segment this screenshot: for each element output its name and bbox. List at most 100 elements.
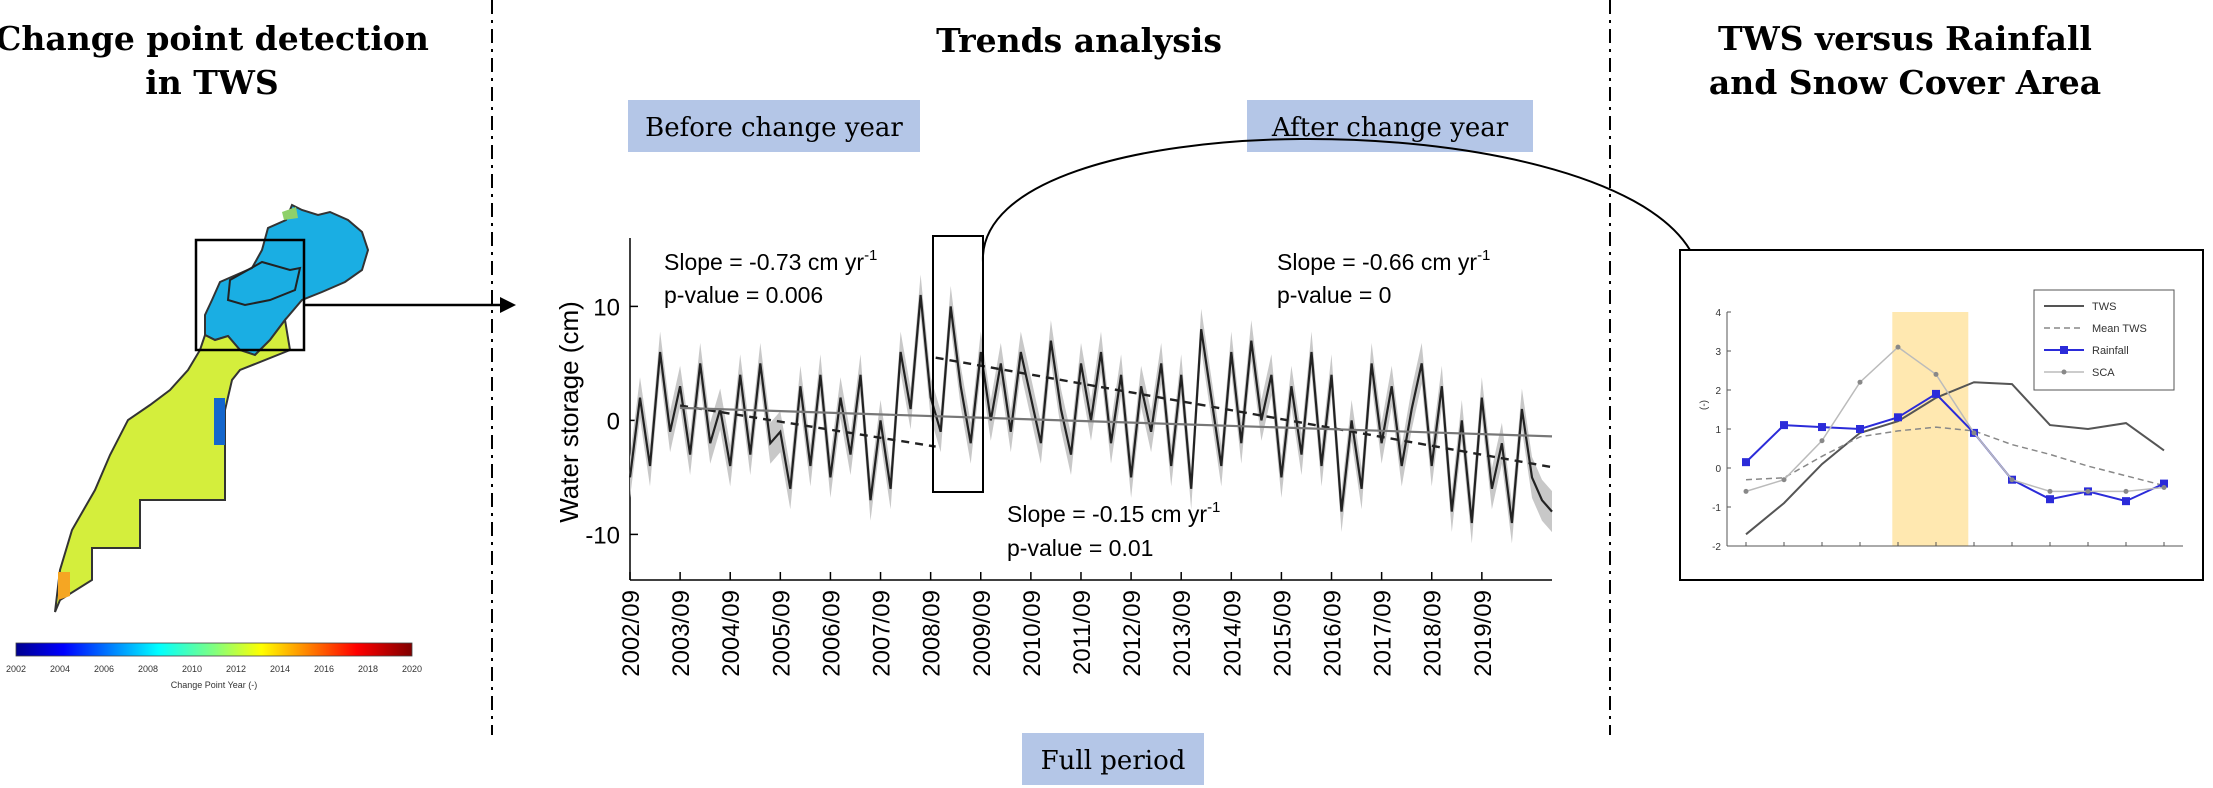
main-x-tick-label: 2005/09 [768, 590, 795, 677]
map-region-north [204, 203, 370, 357]
inset-ylabel: (-) [1699, 400, 1710, 410]
full-slope-exp: -1 [1207, 499, 1220, 516]
main-y-tick-label: 0 [607, 408, 620, 435]
main-x-tick-label: 2004/09 [718, 590, 745, 677]
inset-series-rainfall [1745, 392, 2165, 503]
basin-outline [226, 260, 302, 307]
rainfall-marker [2122, 497, 2130, 506]
rainfall-marker [2046, 495, 2054, 504]
uncertainty-band [630, 274, 1552, 544]
legend-marker [2061, 369, 2067, 375]
main-x-tick-label: 2019/09 [1470, 590, 1497, 677]
map-arrow-head [500, 297, 516, 313]
inset-y-tick-label: -1 [1712, 503, 1721, 514]
main-x-tick-label: 2006/09 [818, 590, 845, 677]
sca-marker [1933, 371, 1939, 377]
main-x-tick-label: 2018/09 [1420, 590, 1447, 677]
main-x-tick-label: 2008/09 [919, 590, 946, 677]
colorbar-ticks: 2002 2004 2006 2008 2010 2012 2014 2016 2018 2020 [6, 664, 422, 674]
colorbar-tick-label: 2004 [50, 664, 70, 674]
right-title-line1: TWS versus Rainfall [1718, 19, 2092, 58]
before-label-box [628, 100, 920, 152]
legend-label: TWS [2092, 301, 2116, 313]
main-x-tick-label: 2011/09 [1069, 590, 1096, 675]
colorbar-tick-label: 2010 [182, 664, 202, 674]
main-x-tick-label: 2003/09 [668, 590, 695, 677]
legend-label: SCA [2092, 367, 2115, 379]
rainfall-marker [1818, 423, 1826, 432]
center-title: Trends analysis [936, 21, 1222, 60]
after-slope-exp: -1 [1477, 247, 1490, 264]
colorbar-tick-label: 2002 [6, 664, 26, 674]
colorbar-tick-label: 2012 [226, 664, 246, 674]
main-x-tick-label: 2009/09 [969, 590, 996, 677]
inset-y-tick-label: 0 [1715, 464, 1721, 475]
sca-marker [1743, 488, 1749, 494]
map-region-green [282, 207, 298, 220]
map-region-south [54, 317, 292, 613]
colorbar-tick-label: 2020 [402, 664, 422, 674]
before-slope-exp: -1 [864, 247, 877, 264]
full-p-annotation: p-value = 0.01 [1007, 535, 1153, 561]
left-title-line1: Change point detection [0, 19, 429, 58]
main-x-tick-label: 2013/09 [1169, 590, 1196, 677]
main-x-tick-label: 2002/09 [618, 590, 645, 677]
sca-marker [1781, 477, 1787, 483]
main-x-tick-label: 2014/09 [1219, 590, 1246, 677]
change-year-box [932, 235, 984, 493]
after-slope-text: Slope = -0.66 cm yr [1277, 249, 1477, 275]
legend-marker [2060, 346, 2068, 354]
main-chart: -10 0 10 2002/09 2003/09 2004/09 2005/09 2006/0… [585, 238, 1553, 677]
connector-curve [981, 138, 1691, 263]
main-x-tick-label: 2010/09 [1019, 590, 1046, 677]
colorbar-tick-label: 2014 [270, 664, 290, 674]
main-x-tick-label: 2016/09 [1320, 590, 1347, 677]
left-title-line2: in TWS [145, 63, 278, 102]
colorbar [15, 642, 413, 657]
main-x-tick-label: 2012/09 [1119, 590, 1146, 677]
inset-y-tick-label: 2 [1715, 386, 1721, 397]
rainfall-marker [1894, 413, 1902, 422]
before-label: Before change year [645, 113, 903, 143]
rainfall-marker [2160, 479, 2168, 488]
main-x-tick-label: 2007/09 [869, 590, 896, 677]
inset-y-tick-label: 1 [1715, 425, 1721, 436]
rainfall-marker [1932, 389, 1940, 398]
main-x-tick-label: 2017/09 [1370, 590, 1397, 677]
before-slope-text: Slope = -0.73 cm yr [664, 249, 864, 275]
trend-line-full [680, 406, 1553, 438]
after-label-box [1247, 100, 1533, 152]
sca-marker [1819, 438, 1825, 444]
legend-label: Rainfall [2092, 345, 2129, 357]
sca-marker [1857, 379, 1863, 385]
sca-marker [2085, 488, 2091, 494]
sca-marker [1971, 430, 1977, 436]
inset-series-mean-tws [1745, 426, 2165, 487]
full-label-box [1022, 733, 1204, 785]
inset-y-tick-label: 4 [1715, 308, 1721, 319]
full-slope-annotation: Slope = -0.15 cm yr-1 [1007, 499, 1220, 527]
main-ylabel: Water storage (cm) [554, 301, 584, 523]
colorbar-tick-label: 2016 [314, 664, 334, 674]
map-region-orange [58, 572, 70, 600]
sca-marker [2009, 477, 2015, 483]
inset-series-sca [1745, 346, 2165, 493]
rainfall-marker [1856, 425, 1864, 433]
inset-y-tick-label: 3 [1715, 347, 1721, 358]
rainfall-marker [1780, 421, 1788, 430]
inset-series-tws [1745, 381, 2165, 536]
colorbar-tick-label: 2006 [94, 664, 114, 674]
colorbar-tick-label: 2008 [138, 664, 158, 674]
after-p-annotation: p-value = 0 [1277, 282, 1391, 308]
right-title-line2: and Snow Cover Area [1709, 63, 2101, 102]
main-x-tick-label: 2015/09 [1269, 590, 1296, 677]
legend-label: Mean TWS [2092, 323, 2147, 335]
sca-marker [2161, 485, 2167, 490]
inset-chart: -2 -1 0 1 2 3 4 TWS Mean TWS Rainfall SCA [1712, 289, 2183, 553]
map-region-blue-strip [214, 398, 225, 445]
before-p-annotation: p-value = 0.006 [664, 282, 823, 308]
trend-line-after [935, 356, 1553, 469]
sca-marker [2047, 488, 2053, 494]
after-slope-annotation: Slope = -0.66 cm yr-1 [1277, 247, 1490, 275]
